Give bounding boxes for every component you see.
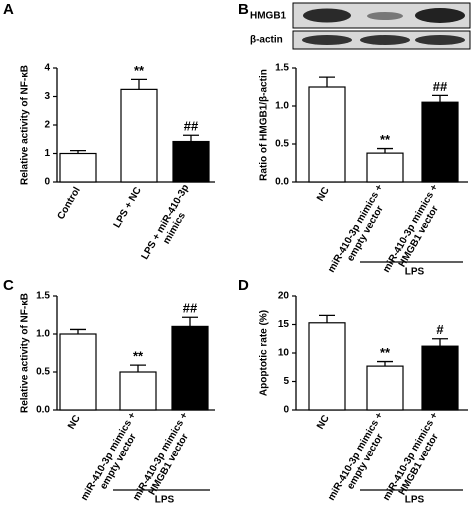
y-tick-label: 10 — [278, 348, 290, 359]
error-bar — [319, 76, 335, 87]
y-tick-label: 20 — [278, 291, 290, 302]
y-tick-label: 0.0 — [275, 177, 289, 188]
significance-label: ** — [380, 132, 391, 147]
x-tick-label: NC — [315, 413, 332, 431]
error-bar — [432, 94, 448, 103]
x-tick-label: LPS + NC — [112, 185, 144, 230]
y-tick-label: 1.5 — [36, 291, 50, 302]
error-bar — [131, 78, 147, 90]
bar — [171, 325, 209, 411]
x-tick-label: miR-410-3p mimics +HMGB1 vector — [381, 410, 450, 508]
y-axis-label: Ratio of HMGB1/β-actin — [259, 69, 270, 181]
error-bar — [183, 134, 199, 142]
x-tick-label: miR-410-3p mimics +HMGB1 vector — [131, 410, 200, 508]
y-axis-label: Relative activity of NF-κB — [20, 65, 31, 185]
x-tick-label: Control — [56, 185, 83, 221]
y-axis-label: Relative activity of NF-κB — [20, 293, 31, 413]
significance-label: ** — [380, 345, 391, 360]
bar — [120, 88, 158, 183]
bar — [308, 322, 346, 411]
y-tick-label: 1.0 — [275, 101, 289, 112]
bar — [421, 101, 459, 183]
y-tick-label: 4 — [44, 63, 50, 74]
error-bar — [182, 316, 198, 327]
x-tick-label: LPS + miR-410-3pmimics — [139, 183, 200, 267]
bar — [119, 371, 157, 411]
y-tick-label: 1.0 — [36, 329, 50, 340]
error-bar — [319, 314, 335, 323]
significance-label: ## — [433, 79, 448, 94]
significance-label: ## — [183, 301, 198, 316]
significance-label: ** — [134, 63, 145, 78]
western-blot — [292, 2, 471, 50]
panel-label: D — [238, 277, 249, 294]
panel-label: B — [238, 1, 249, 18]
group-label: LPS — [155, 495, 175, 506]
group-label: LPS — [405, 267, 425, 278]
y-tick-label: 0.5 — [36, 367, 50, 378]
panel-label: C — [3, 277, 14, 294]
y-tick-label: 0.0 — [36, 405, 50, 416]
blot-row-label: HMGB1 — [250, 11, 287, 22]
error-bar — [377, 360, 393, 367]
bar — [366, 152, 404, 183]
bar — [59, 152, 97, 183]
y-tick-label: 1 — [44, 148, 50, 159]
bar — [421, 345, 459, 411]
bar — [308, 86, 346, 183]
error-bar — [70, 328, 86, 334]
bar — [172, 140, 210, 183]
y-tick-label: 0 — [44, 177, 50, 188]
y-tick-label: 2 — [44, 120, 50, 131]
y-axis-label: Apoptotic rate (%) — [259, 310, 270, 396]
error-bar — [130, 364, 146, 372]
significance-label: # — [436, 322, 444, 337]
significance-label: ## — [184, 119, 199, 134]
error-bar — [70, 150, 86, 154]
bar — [59, 333, 97, 411]
error-bar — [432, 338, 448, 347]
blot-row-label: β-actin — [250, 35, 283, 46]
error-bar — [377, 147, 393, 154]
group-label: LPS — [405, 495, 425, 506]
x-tick-label: NC — [315, 185, 332, 203]
x-tick-label: miR-410-3p mimics +HMGB1 vector — [381, 182, 450, 280]
panel-label: A — [3, 1, 14, 18]
y-tick-label: 15 — [278, 319, 290, 330]
bar — [366, 365, 404, 411]
y-tick-label: 1.5 — [275, 63, 289, 74]
y-tick-label: 3 — [44, 91, 50, 102]
y-tick-label: 0 — [283, 405, 289, 416]
y-tick-label: 5 — [283, 376, 289, 387]
x-tick-label: NC — [66, 413, 83, 431]
significance-label: ** — [133, 349, 144, 364]
y-tick-label: 0.5 — [275, 139, 289, 150]
